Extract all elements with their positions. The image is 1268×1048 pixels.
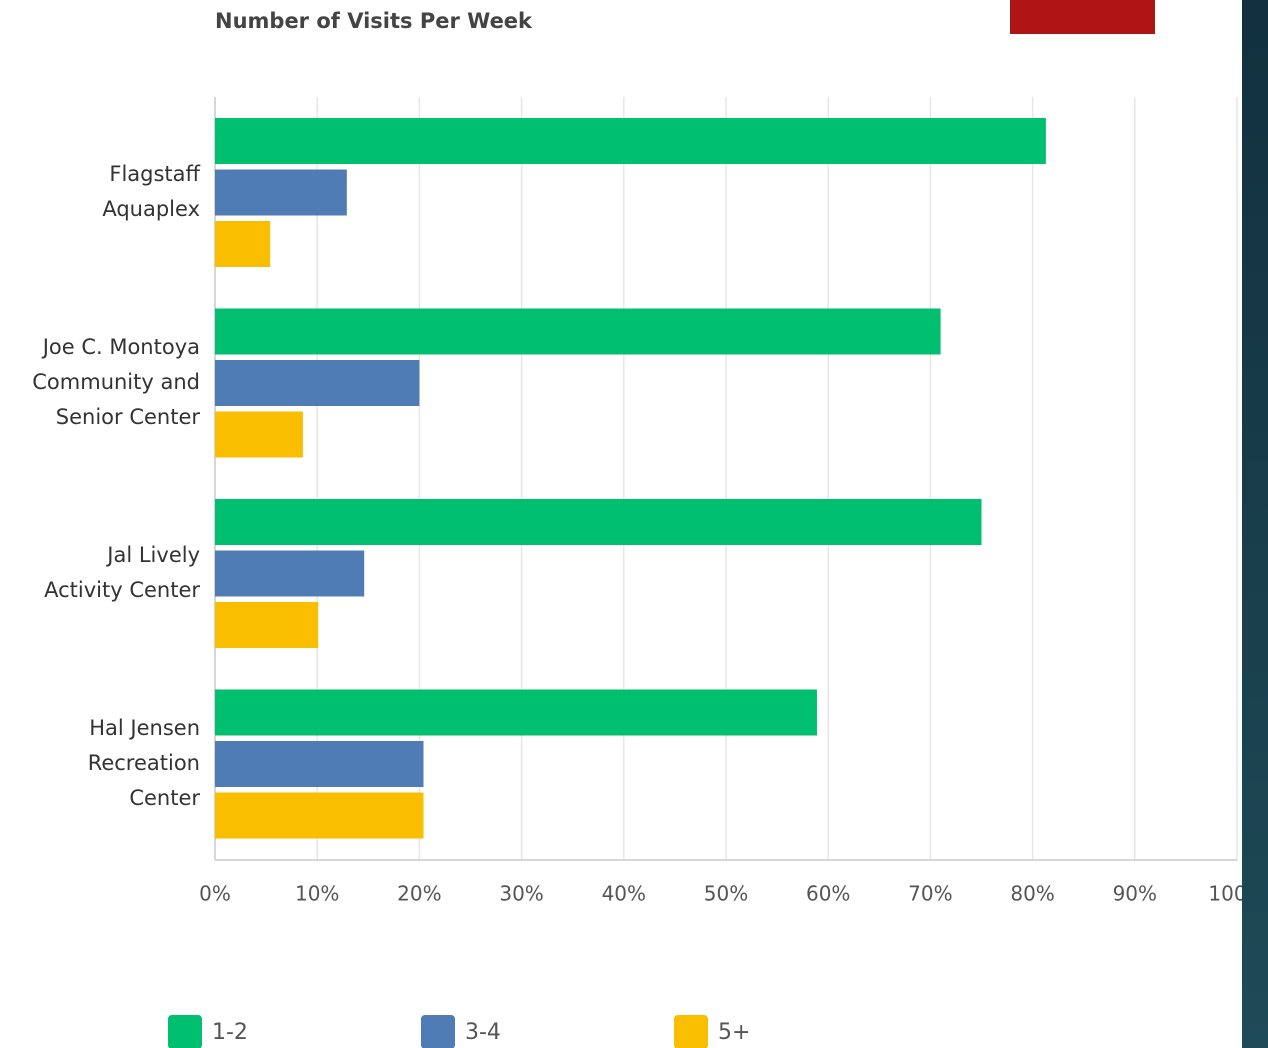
bar (215, 411, 303, 458)
legend-swatch (674, 1015, 708, 1048)
x-tick-label: 70% (908, 882, 952, 906)
side-panel (1242, 0, 1268, 1048)
category-label: Senior Center (56, 405, 201, 429)
bar (215, 689, 817, 736)
legend-label: 1-2 (212, 1020, 248, 1045)
category-label: Jal Lively (105, 543, 200, 567)
legend-swatch (168, 1015, 202, 1048)
category-label: Community and (32, 370, 200, 394)
category-label: Aquaplex (102, 197, 200, 221)
bar (215, 741, 424, 787)
bar (215, 221, 271, 267)
bar (215, 499, 982, 545)
legend-label: 5+ (718, 1020, 750, 1045)
x-tick-label: 20% (397, 882, 441, 906)
legend-swatch (421, 1015, 455, 1048)
x-tick-label: 40% (602, 882, 646, 906)
category-label: Center (129, 786, 200, 810)
x-tick-label: 80% (1010, 882, 1054, 906)
category-label: Hal Jensen (89, 716, 200, 740)
x-tick-label: 60% (806, 882, 850, 906)
x-tick-label: 10% (295, 882, 339, 906)
bar (215, 169, 347, 216)
bar (215, 308, 941, 355)
bar (215, 792, 424, 839)
x-tick-label: 50% (704, 882, 748, 906)
bar (215, 550, 365, 597)
x-tick-label: 90% (1113, 882, 1157, 906)
category-label: Joe C. Montoya (41, 335, 200, 359)
legend-label: 3-4 (465, 1020, 501, 1045)
x-tick-label: 30% (499, 882, 543, 906)
red-button[interactable] (1010, 0, 1155, 34)
bar (215, 602, 319, 648)
x-tick-label: 0% (199, 882, 231, 906)
category-label: Recreation (88, 751, 200, 775)
bar (215, 360, 420, 406)
bar (215, 118, 1046, 164)
category-label: Activity Center (44, 578, 200, 602)
chart-title: Number of Visits Per Week (215, 9, 533, 33)
category-label: Flagstaff (109, 162, 200, 186)
